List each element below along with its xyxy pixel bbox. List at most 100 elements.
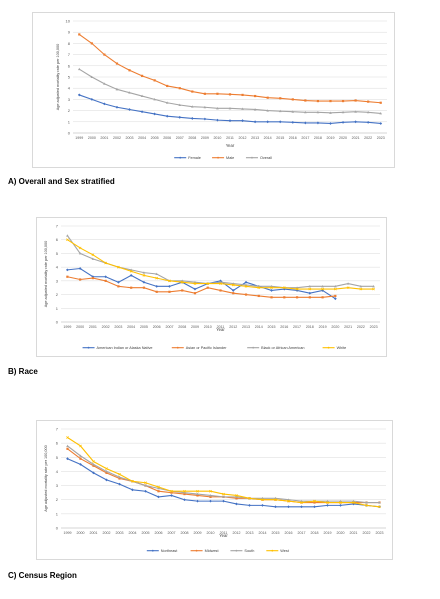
data-point-white <box>104 261 108 265</box>
data-point-overall <box>241 107 244 110</box>
data-point-overall <box>354 110 357 113</box>
y-axis-title: Age adjusted mortality rate per 100,000 <box>44 241 48 308</box>
data-point-west <box>144 481 147 485</box>
x-tick-label: 2017 <box>293 325 301 329</box>
data-point-northeast <box>66 457 69 461</box>
data-point-female <box>90 98 94 101</box>
data-point-male <box>316 99 320 103</box>
x-tick-label: 2014 <box>255 325 263 329</box>
data-point-overall <box>304 110 307 114</box>
data-point-west <box>118 472 121 476</box>
x-tick-label: 2008 <box>178 325 186 329</box>
x-tick-label: 2013 <box>246 531 254 535</box>
data-point-female <box>165 114 169 118</box>
data-point-white <box>206 282 210 285</box>
data-point-overall <box>266 109 269 112</box>
legend-label-american-indian-or-alaska-native: American Indian or Alaska Native <box>97 346 153 350</box>
x-tick-label: 2023 <box>376 531 384 535</box>
x-tick-label: 2001 <box>90 531 98 535</box>
x-axis-title: Year <box>216 327 225 332</box>
data-point-overall <box>203 105 207 109</box>
data-point-male <box>241 93 244 97</box>
legend-label-overall: Overall <box>260 156 272 160</box>
data-point-female <box>291 120 295 124</box>
data-point-south <box>66 444 69 447</box>
data-point-northeast <box>326 503 329 507</box>
x-tick-label: 2009 <box>194 531 202 535</box>
data-point-female <box>216 118 219 122</box>
data-point-american-indian-or-alaska-native <box>295 289 299 292</box>
data-point-west <box>170 489 173 493</box>
data-point-west <box>378 505 381 509</box>
data-point-black-or-african-american <box>78 252 82 255</box>
data-point-black-or-african-american <box>334 284 337 288</box>
x-tick-label: 2002 <box>102 325 110 329</box>
data-point-female <box>366 120 370 124</box>
data-point-midwest <box>313 501 316 504</box>
x-tick-label: 2012 <box>239 136 247 140</box>
x-tick-label: 1999 <box>63 325 71 329</box>
data-point-black-or-african-american <box>359 284 363 288</box>
data-point-northeast <box>248 503 251 507</box>
y-tick-label: 6 <box>56 237 59 242</box>
data-point-male <box>304 99 307 102</box>
chart-panel-overall-sex: 0 1 2 3 4 5 6 7 8 9 10 1999 2000 2001 2002 2003 2004 2005… <box>32 12 395 168</box>
data-point-male <box>115 62 119 65</box>
data-point-northeast <box>79 462 82 466</box>
x-tick-label: 2004 <box>129 531 137 535</box>
y-tick-label: 6 <box>68 63 71 68</box>
data-point-american-indian-or-alaska-native <box>333 297 337 301</box>
data-point-south <box>196 492 199 496</box>
data-point-asian-or-pacific-islander <box>206 286 209 289</box>
data-point-american-indian-or-alaska-native <box>193 287 197 291</box>
data-point-west <box>79 444 82 448</box>
legend-marker-west <box>271 549 274 552</box>
legend-marker-female <box>179 156 182 159</box>
data-point-white <box>333 287 337 291</box>
data-point-white <box>193 282 197 285</box>
x-tick-label: 2017 <box>298 531 306 535</box>
data-point-male <box>266 96 269 99</box>
x-tick-label: 2018 <box>314 136 322 140</box>
x-tick-label: 2007 <box>168 531 176 535</box>
data-point-white <box>244 284 248 288</box>
x-tick-label: 2015 <box>276 136 284 140</box>
data-point-american-indian-or-alaska-native <box>270 289 273 292</box>
data-point-black-or-african-american <box>372 284 375 288</box>
data-point-overall <box>128 91 131 94</box>
x-tick-label: 2018 <box>306 325 314 329</box>
series-line-american-indian-or-alaska-native <box>67 267 336 300</box>
x-tick-label: 2000 <box>77 531 85 535</box>
x-tick-label: 2000 <box>76 325 84 329</box>
x-tick-label: 2010 <box>213 136 221 140</box>
data-point-female <box>329 122 332 125</box>
data-point-white <box>66 238 69 242</box>
y-tick-label: 4 <box>56 265 59 270</box>
data-point-male <box>191 90 194 93</box>
y-tick-label: 0 <box>56 320 59 325</box>
data-point-male <box>128 69 131 72</box>
y-tick-label: 1 <box>68 119 71 124</box>
y-tick-label: 2 <box>68 108 71 113</box>
data-point-northeast <box>222 499 225 503</box>
data-point-white <box>155 276 159 280</box>
data-point-female <box>190 117 194 120</box>
data-point-west <box>157 485 160 489</box>
data-point-asian-or-pacific-islander <box>308 296 311 299</box>
data-point-asian-or-pacific-islander <box>295 296 299 299</box>
x-tick-label: 2003 <box>114 325 122 329</box>
data-point-male <box>341 99 345 103</box>
data-point-female <box>228 119 232 123</box>
x-tick-label: 2006 <box>153 325 161 329</box>
data-point-west <box>105 467 108 470</box>
data-point-overall <box>115 87 119 91</box>
data-point-overall <box>191 105 194 108</box>
data-point-male <box>367 100 370 103</box>
y-axis-title: Age adjusted mortality rate per 100,000 <box>44 445 48 512</box>
legend-marker-overall <box>251 156 253 159</box>
x-tick-label: 2022 <box>364 136 372 140</box>
data-point-female <box>278 120 282 124</box>
data-point-male <box>354 99 357 102</box>
x-tick-label: 2010 <box>204 325 212 329</box>
data-point-male <box>379 101 382 104</box>
